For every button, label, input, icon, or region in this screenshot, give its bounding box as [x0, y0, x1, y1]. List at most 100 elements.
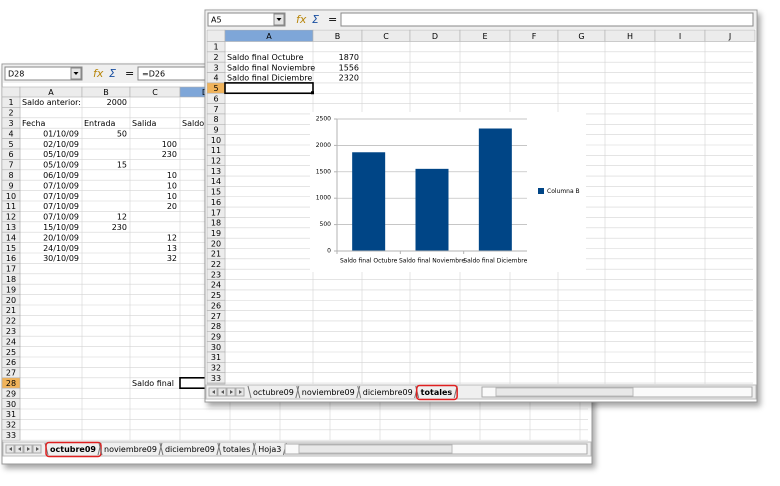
cell-reference: A5 — [211, 16, 222, 25]
column-label: H — [627, 32, 633, 41]
row-label: 21 — [6, 306, 16, 315]
formula-input[interactable] — [340, 12, 754, 27]
row-label: 3 — [213, 63, 218, 72]
toolbar-button[interactable]: Σ — [109, 67, 116, 80]
row-label: 29 — [6, 389, 16, 398]
toolbar-button[interactable]: Σ — [312, 13, 319, 26]
row-label: 8 — [8, 171, 13, 180]
row-label: 31 — [6, 410, 16, 419]
cell-text: 32 — [167, 254, 177, 263]
row-label: 8 — [213, 115, 218, 124]
row-label: 16 — [211, 198, 221, 207]
column-header[interactable] — [704, 29, 756, 42]
sheet-tab[interactable]: octubre09 — [253, 388, 294, 397]
cell-text: Saldo final Diciembre — [227, 74, 312, 83]
row-label: 12 — [6, 213, 16, 222]
cell-text: 01/10/09 — [43, 129, 79, 138]
row-label: 1 — [8, 98, 13, 107]
row-label: 10 — [6, 192, 16, 201]
row-label: 20 — [211, 239, 221, 248]
toolbar-button[interactable]: fx — [296, 13, 307, 26]
cell-text: 06/10/09 — [43, 171, 79, 180]
column-label: A — [266, 32, 272, 41]
row-label: 28 — [6, 379, 16, 388]
y-tick-label: 1000 — [316, 195, 331, 202]
cell-text: Saldo final — [132, 379, 174, 388]
row-label: 11 — [6, 202, 16, 211]
column-label: A — [48, 88, 54, 97]
dropdown-arrow — [73, 72, 79, 75]
row-label: 19 — [211, 229, 221, 238]
row-label: 33 — [6, 431, 16, 440]
y-tick-label: 2000 — [316, 142, 331, 149]
x-tick-label: Saldo final Noviembre — [399, 258, 465, 265]
row-header[interactable] — [1, 429, 21, 441]
cell-text: 07/10/09 — [43, 213, 79, 222]
row-label: 2 — [8, 109, 13, 118]
corner-header — [206, 29, 226, 42]
tab-nav-arrow — [36, 447, 39, 451]
cell-text: 1870 — [339, 53, 359, 62]
cell-text: 50 — [117, 129, 127, 138]
y-tick-label: 500 — [320, 221, 332, 228]
selected-cell[interactable] — [224, 82, 314, 95]
tab-edge — [216, 442, 221, 456]
cell-text: Saldo final Noviembre — [227, 63, 315, 72]
sheet-tab[interactable]: Hoja3 — [258, 445, 281, 454]
row-label: 13 — [211, 167, 221, 176]
row-label: 12 — [211, 157, 221, 166]
cell-text: 10 — [167, 171, 177, 180]
row-label: 7 — [8, 161, 13, 170]
cell-text: 24/10/09 — [43, 244, 79, 253]
toolbar-button[interactable]: = — [125, 67, 134, 80]
sheet-tab[interactable]: totales — [223, 445, 250, 454]
row-header[interactable] — [206, 382, 226, 385]
cell-text: 10 — [167, 181, 177, 190]
cell-text: 100 — [162, 140, 177, 149]
legend-swatch — [538, 188, 544, 194]
tab-edge — [357, 385, 362, 399]
row-label: 3 — [8, 119, 13, 128]
cell-text: 12 — [167, 233, 177, 242]
cell-text: 07/10/09 — [43, 202, 79, 211]
row-label: 5 — [213, 84, 218, 93]
sheet-tab[interactable]: noviembre09 — [302, 388, 355, 397]
sheet-tab[interactable]: octubre09 — [50, 445, 96, 454]
row-label: 22 — [6, 317, 16, 326]
row-label: 26 — [211, 301, 221, 310]
scroll-thumb[interactable] — [298, 444, 453, 454]
sheet-tab[interactable]: diciembre09 — [165, 445, 215, 454]
sheet-tab[interactable]: diciembre09 — [363, 388, 413, 397]
toolbar-button[interactable]: fx — [93, 67, 104, 80]
sheet-tab[interactable]: noviembre09 — [104, 445, 157, 454]
x-tick-label: Saldo final Diciembre — [463, 258, 527, 265]
row-label: 11 — [211, 146, 221, 155]
row-label: 20 — [6, 296, 16, 305]
cell-text: 230 — [162, 150, 177, 159]
name-box[interactable] — [4, 66, 83, 81]
column-label: F — [532, 32, 537, 41]
y-tick-label: 1500 — [316, 168, 331, 175]
tab-nav-arrow — [27, 447, 30, 451]
x-tick-label: Saldo final Octubre — [340, 258, 398, 265]
row-label: 9 — [8, 181, 13, 190]
cell-text: Saldo anterior: — [22, 98, 81, 107]
tab-edge — [356, 385, 361, 399]
row-label: 1 — [213, 43, 218, 52]
row-label: 26 — [6, 358, 16, 367]
column-label: B — [335, 32, 341, 41]
cell-text: 2000 — [107, 98, 127, 107]
toolbar-button[interactable]: = — [328, 13, 337, 26]
bar — [478, 128, 512, 251]
sheet-tab[interactable]: totales — [421, 388, 453, 397]
column-label: C — [152, 88, 158, 97]
column-label: B — [103, 88, 109, 97]
cell-text: 02/10/09 — [43, 140, 79, 149]
scroll-thumb[interactable] — [495, 387, 634, 397]
name-box[interactable] — [207, 12, 286, 27]
column-label: I — [679, 32, 681, 41]
row-label: 24 — [6, 337, 16, 346]
column-label: D — [432, 32, 438, 41]
